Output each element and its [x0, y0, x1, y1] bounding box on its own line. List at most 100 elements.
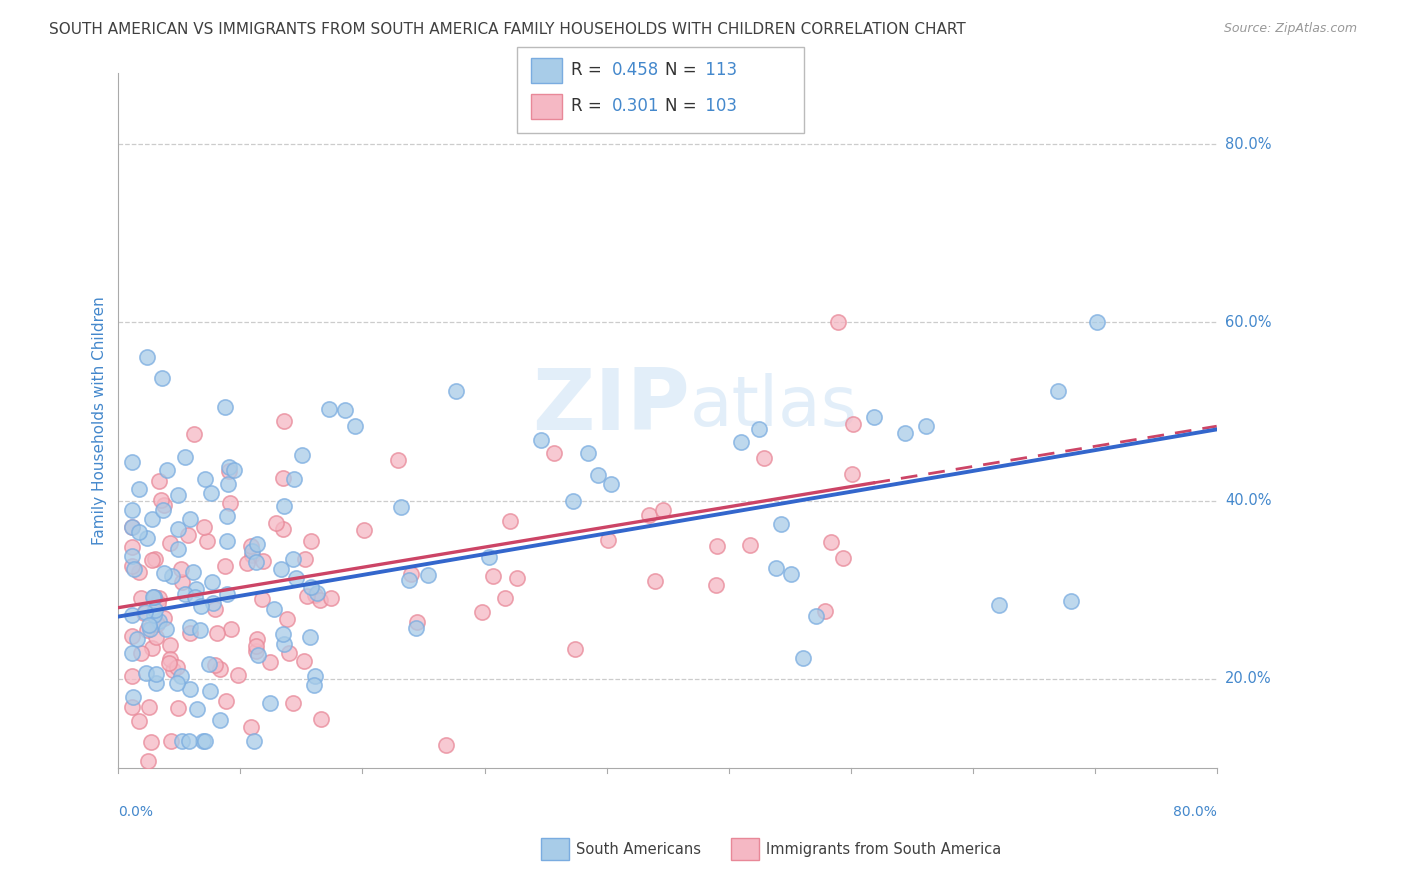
Text: ZIP: ZIP [531, 365, 689, 448]
Point [294, 552, 316, 566]
Point [273, 414, 295, 428]
Point [252, 554, 274, 568]
Text: 80.0%: 80.0% [1225, 136, 1271, 152]
Point [543, 446, 565, 460]
Point [243, 734, 266, 748]
Point [191, 734, 214, 748]
Point [752, 451, 775, 466]
Point [160, 734, 183, 748]
Point [183, 426, 205, 441]
Point [405, 621, 427, 635]
Point [218, 460, 240, 475]
Point [215, 534, 238, 549]
Point [128, 524, 150, 539]
Point [138, 622, 160, 636]
Point [128, 482, 150, 496]
Point [1059, 594, 1081, 608]
Point [222, 463, 245, 477]
Point [160, 569, 183, 583]
Point [181, 566, 204, 580]
Point [124, 562, 146, 576]
Point [186, 702, 208, 716]
Point [333, 403, 356, 417]
Point [121, 520, 143, 534]
Point [121, 629, 143, 643]
Point [841, 467, 863, 481]
Point [321, 591, 343, 605]
Point [304, 588, 326, 602]
Text: 20.0%: 20.0% [1225, 672, 1271, 687]
Point [135, 531, 157, 545]
Point [198, 657, 221, 671]
Point [218, 464, 240, 478]
Point [179, 682, 201, 697]
Point [153, 498, 176, 512]
Point [167, 541, 190, 556]
Point [471, 605, 494, 619]
Text: Source: ZipAtlas.com: Source: ZipAtlas.com [1223, 22, 1357, 36]
Point [121, 540, 143, 554]
Point [177, 528, 200, 542]
Point [177, 734, 200, 748]
Point [121, 503, 143, 517]
Point [204, 657, 226, 672]
Point [149, 493, 172, 508]
Point [893, 426, 915, 441]
Text: 0.0%: 0.0% [118, 805, 153, 820]
Point [121, 549, 143, 563]
Point [988, 598, 1011, 612]
Point [292, 654, 315, 668]
Point [219, 622, 242, 636]
Point [247, 648, 270, 662]
Point [134, 605, 156, 619]
Point [831, 550, 853, 565]
Point [121, 607, 143, 622]
Point [278, 646, 301, 660]
Point [862, 410, 884, 425]
Point [204, 601, 226, 615]
Point [353, 523, 375, 537]
Point [283, 473, 305, 487]
Point [748, 422, 770, 436]
Point [596, 533, 619, 548]
Text: 113: 113 [700, 62, 737, 79]
Text: 40.0%: 40.0% [1225, 493, 1271, 508]
Point [200, 486, 222, 500]
Point [263, 602, 285, 616]
Point [136, 754, 159, 768]
Point [121, 646, 143, 660]
Point [145, 667, 167, 681]
Point [121, 699, 143, 714]
Point [143, 590, 166, 604]
Point [141, 734, 163, 748]
Point [271, 522, 294, 536]
Point [285, 571, 308, 585]
Point [250, 592, 273, 607]
Text: Immigrants from South America: Immigrants from South America [766, 842, 1001, 856]
Point [145, 675, 167, 690]
Point [214, 400, 236, 414]
Text: atlas: atlas [689, 373, 858, 440]
Point [600, 476, 623, 491]
Point [159, 652, 181, 666]
Point [246, 537, 269, 551]
Point [146, 617, 169, 632]
Point [194, 472, 217, 486]
Point [179, 620, 201, 634]
Point [122, 690, 145, 705]
Point [564, 641, 586, 656]
Point [179, 511, 201, 525]
Point [143, 551, 166, 566]
Point [271, 471, 294, 485]
Point [138, 700, 160, 714]
Point [205, 626, 228, 640]
Point [215, 694, 238, 708]
Point [820, 535, 842, 549]
Point [217, 508, 239, 523]
Point [305, 586, 328, 600]
Point [398, 573, 420, 587]
Text: 0.458: 0.458 [612, 62, 659, 79]
Point [215, 587, 238, 601]
Point [166, 675, 188, 690]
Point [1046, 384, 1069, 398]
